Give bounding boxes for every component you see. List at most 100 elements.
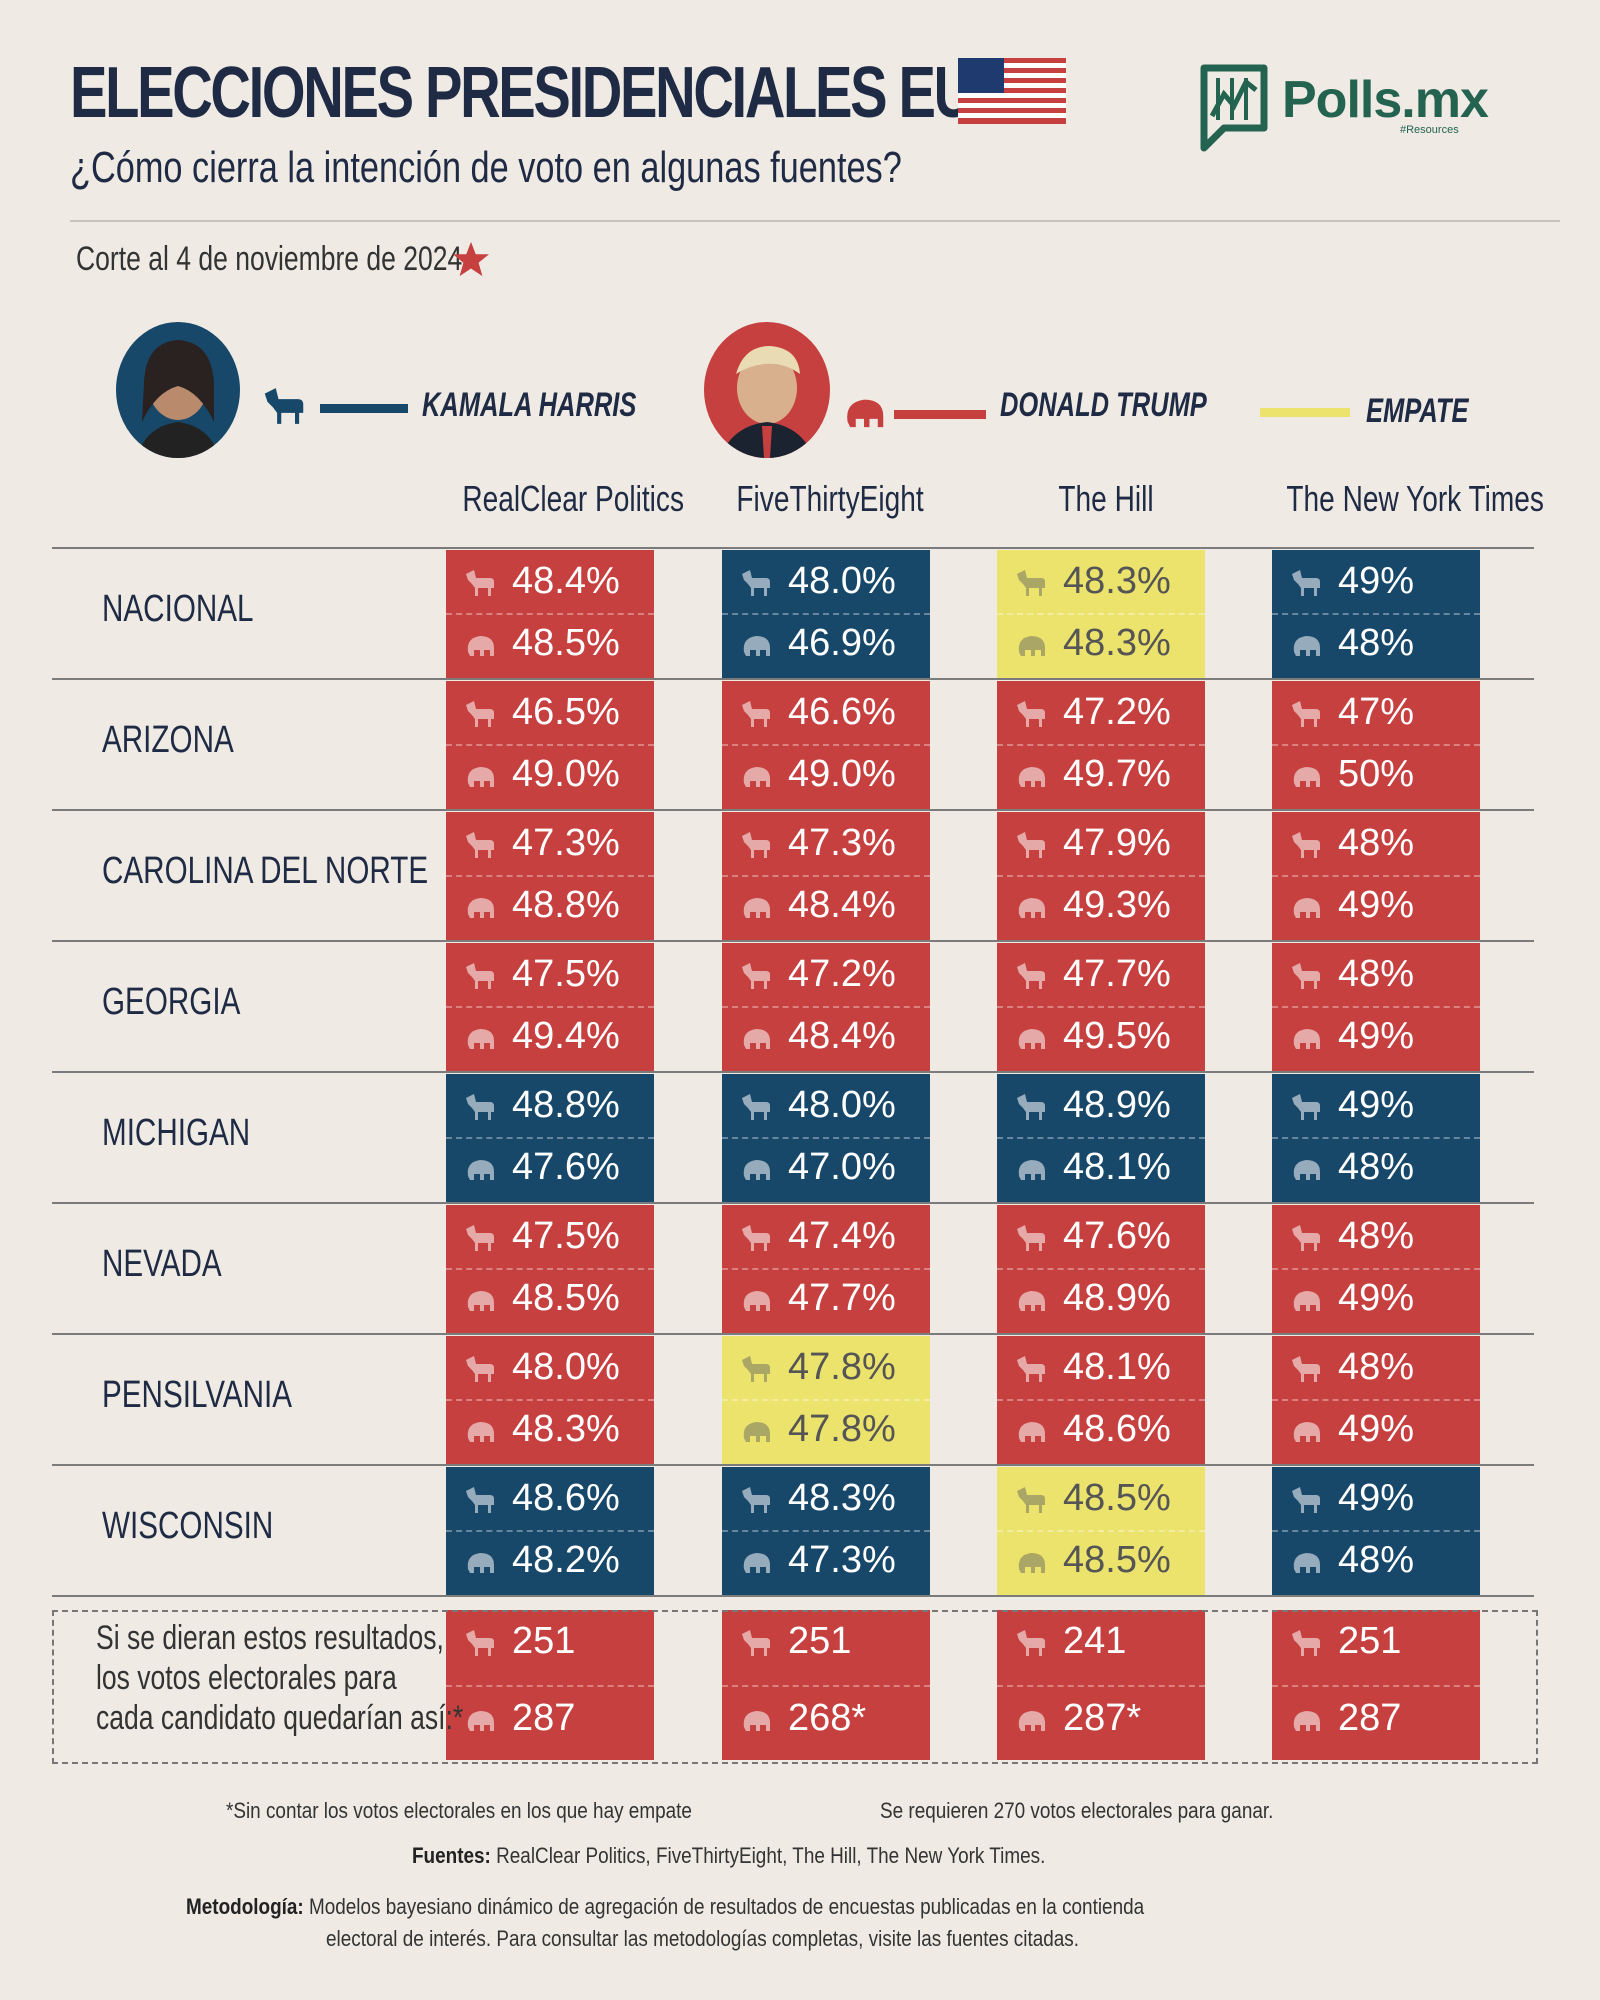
row-divider <box>52 1464 1534 1466</box>
cutoff-date: Corte al 4 de noviembre de 2024 <box>76 240 463 278</box>
trump-value: 49% <box>1272 1402 1480 1460</box>
poll-cell: 48% 49% <box>1272 943 1480 1071</box>
trump-value: 50% <box>1272 747 1480 805</box>
state-label: CAROLINA DEL NORTE <box>102 850 429 892</box>
poll-cell: 47.5% 49.4% <box>446 943 654 1071</box>
row-divider <box>52 1595 1534 1597</box>
trump-legend-line <box>894 410 986 419</box>
trump-percent: 48.3% <box>512 1408 620 1450</box>
cell-divider <box>722 1685 930 1687</box>
elephant-icon <box>740 892 772 922</box>
elephant-icon <box>740 630 772 660</box>
elephant-icon <box>847 399 884 428</box>
harris-value: 48.5% <box>997 1471 1205 1529</box>
poll-cell: 47.4% 47.7% <box>722 1205 930 1333</box>
harris-value: 47.2% <box>997 685 1205 743</box>
harris-percent: 48.0% <box>512 1346 620 1388</box>
donkey-icon <box>740 1628 772 1658</box>
donkey-icon <box>1015 1092 1047 1122</box>
cell-divider <box>446 1399 654 1401</box>
methodology-note: Metodología: Modelos bayesiano dinámico … <box>186 1894 1144 1920</box>
trump-percent: 48.8% <box>512 884 620 926</box>
poll-cell: 49% 48% <box>1272 1467 1480 1595</box>
poll-cell: 47.6% 48.9% <box>997 1205 1205 1333</box>
trump-percent: 49% <box>1338 1408 1415 1450</box>
trump-value: 49% <box>1272 1009 1480 1067</box>
source-header: RealClear Politics <box>462 478 685 519</box>
harris-legend-line <box>320 404 408 413</box>
poll-cell: 48.5% 48.5% <box>997 1467 1205 1595</box>
harris-value: 48.6% <box>446 1471 654 1529</box>
trump-value: 48.4% <box>722 878 930 936</box>
trump-value: 287 <box>446 1691 654 1749</box>
harris-percent: 47.4% <box>788 1215 896 1257</box>
poll-cell: 47.3% 48.8% <box>446 812 654 940</box>
poll-cell: 48% 49% <box>1272 812 1480 940</box>
harris-value: 47.8% <box>722 1340 930 1398</box>
harris-percent: 48.0% <box>788 560 896 602</box>
elephant-icon <box>1015 1023 1047 1053</box>
donkey-icon <box>740 1092 772 1122</box>
harris-percent: 48.4% <box>512 560 620 602</box>
trump-value: 48.4% <box>722 1009 930 1067</box>
donkey-icon <box>1290 699 1322 729</box>
trump-legend-name: DONALD TRUMP <box>1000 386 1207 424</box>
trump-value: 48.3% <box>997 616 1205 674</box>
harris-value: 46.5% <box>446 685 654 743</box>
donkey-icon <box>1015 568 1047 598</box>
harris-value: 47.6% <box>997 1209 1205 1267</box>
cell-divider <box>722 1268 930 1270</box>
poll-cell: 251 287 <box>446 1610 654 1760</box>
donkey-icon <box>1290 1092 1322 1122</box>
win-note: Se requieren 270 votos electorales para … <box>880 1798 1274 1823</box>
cell-divider <box>1272 744 1480 746</box>
sources-note: Fuentes: RealClear Politics, FiveThirtyE… <box>412 1843 1045 1869</box>
donkey-icon <box>740 1354 772 1384</box>
methodology-label: Metodología: <box>186 1894 304 1919</box>
elephant-icon <box>1290 1285 1322 1315</box>
cell-divider <box>722 1137 930 1139</box>
trump-percent: 48.5% <box>512 622 620 664</box>
harris-value: 46.6% <box>722 685 930 743</box>
donkey-icon <box>1290 1223 1322 1253</box>
trump-value: 49.0% <box>722 747 930 805</box>
trump-value: 49% <box>1272 878 1480 936</box>
elephant-icon <box>464 630 496 660</box>
trump-avatar <box>704 322 830 458</box>
trump-value: 49.4% <box>446 1009 654 1067</box>
harris-percent: 47.5% <box>512 1215 620 1257</box>
poll-cell: 46.6% 49.0% <box>722 681 930 809</box>
elephant-icon <box>464 1154 496 1184</box>
donkey-icon <box>1290 1628 1322 1658</box>
cell-divider <box>997 1006 1205 1008</box>
poll-cell: 48.8% 47.6% <box>446 1074 654 1202</box>
state-label: WISCONSIN <box>102 1505 274 1547</box>
poll-cell: 48.9% 48.1% <box>997 1074 1205 1202</box>
cell-divider <box>997 1530 1205 1532</box>
trump-percent: 47.0% <box>788 1146 896 1188</box>
poll-cell: 48.1% 48.6% <box>997 1336 1205 1464</box>
trump-percent: 50% <box>1338 753 1415 795</box>
harris-value: 48.8% <box>446 1078 654 1136</box>
cell-divider <box>997 1685 1205 1687</box>
poll-cell: 47.7% 49.5% <box>997 943 1205 1071</box>
elephant-icon <box>740 1023 772 1053</box>
harris-percent: 48.8% <box>512 1084 620 1126</box>
trump-value: 46.9% <box>722 616 930 674</box>
trump-percent: 49% <box>1338 1277 1415 1319</box>
poll-cell: 46.5% 49.0% <box>446 681 654 809</box>
cell-divider <box>1272 1399 1480 1401</box>
cell-divider <box>722 875 930 877</box>
harris-percent: 48.9% <box>1063 1084 1171 1126</box>
poll-cell: 48% 49% <box>1272 1205 1480 1333</box>
elephant-icon <box>1015 1285 1047 1315</box>
elephant-icon <box>1015 892 1047 922</box>
cell-divider <box>997 744 1205 746</box>
sources-text: RealClear Politics, FiveThirtyEight, The… <box>496 1843 1046 1868</box>
elephant-icon <box>464 1285 496 1315</box>
harris-percent: 48.5% <box>1063 1477 1171 1519</box>
state-label: MICHIGAN <box>102 1112 251 1154</box>
poll-cell: 251 287 <box>1272 1610 1480 1760</box>
trump-value: 48.5% <box>446 1271 654 1329</box>
poll-cell: 48.6% 48.2% <box>446 1467 654 1595</box>
